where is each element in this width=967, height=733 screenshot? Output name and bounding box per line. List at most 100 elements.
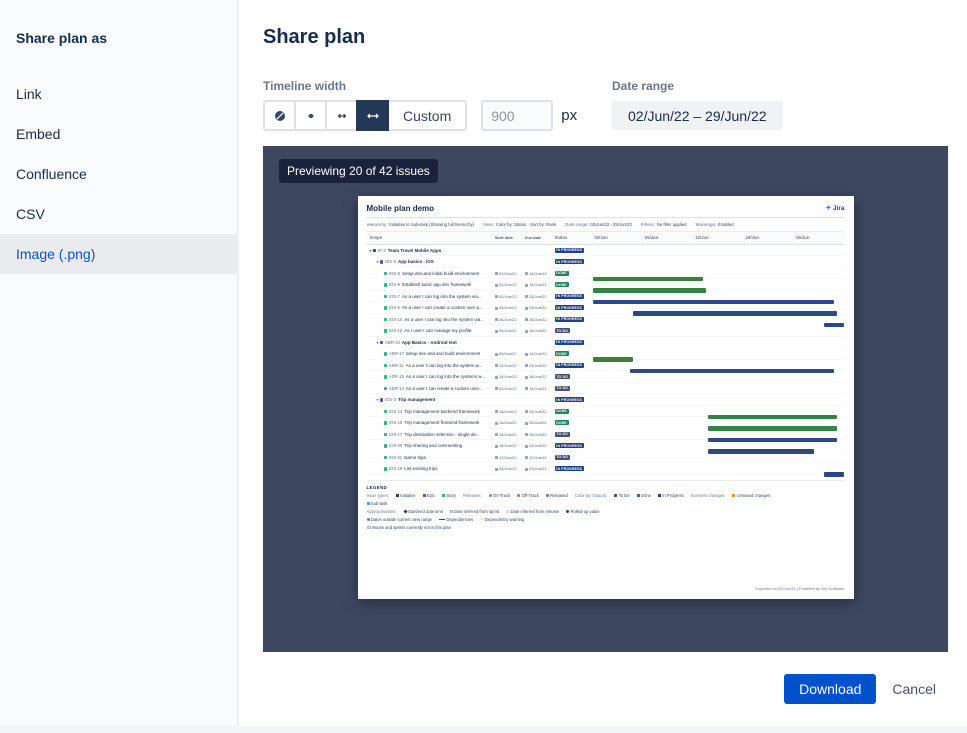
legend-dot-glyph bbox=[366, 517, 370, 521]
status-chip: DONE bbox=[554, 351, 569, 357]
legend-sq-glyph bbox=[732, 493, 736, 497]
expand-chevron-icon[interactable]: ▾ bbox=[376, 339, 379, 345]
legend-sq-glyph bbox=[636, 493, 640, 497]
row-status-cell: IN PROGRESS bbox=[554, 466, 593, 472]
date-range-button[interactable]: 02/Jun/22 – 29/Jun/22 bbox=[612, 101, 783, 130]
plan-row: ▾ IOS-6 App basics - iOS IN PROGRESS bbox=[367, 256, 845, 268]
legend-line: Dates outside current view range Dependen… bbox=[366, 516, 845, 522]
row-due-date: 26/Jun/22 bbox=[524, 432, 555, 437]
plan-row: IOS-20 Trip sharing and commenting 16/Jun/… bbox=[367, 440, 845, 454]
legend-item-text: Done bbox=[640, 492, 651, 498]
story-icon bbox=[383, 294, 387, 298]
expand-chevron-icon[interactable]: ▾ bbox=[376, 397, 379, 403]
row-start-date: 02/Jun/22 bbox=[494, 271, 525, 276]
issue-summary: As a user I can log into the system w... bbox=[405, 362, 483, 368]
plan-row: IOS-7 As a user I can log into the system… bbox=[367, 291, 845, 305]
gantt-bar bbox=[592, 276, 704, 282]
sidebar-item-embed[interactable]: Embed bbox=[16, 126, 61, 142]
row-start-date: 02/Jun/22 bbox=[494, 386, 525, 391]
row-status-cell: DONE bbox=[554, 270, 593, 276]
issue-summary: As I user I can manage my profile bbox=[404, 328, 472, 334]
date-icon bbox=[494, 364, 498, 368]
row-due-date: 28/Jun/22 bbox=[524, 317, 555, 322]
plan-timeline-headers: 02/Jun 05/Jun 12/Jun 19/Jun 26/Jun bbox=[592, 231, 845, 244]
date-icon bbox=[494, 375, 498, 379]
plan-row: ADR-14 As a user I can create a custom us… bbox=[367, 383, 845, 395]
plan-row: IOS-19 List existing trips 26/Jun/22 29/Jun… bbox=[367, 463, 845, 477]
plan-meta-item: View: Color by: Status · Sort by: Rank bbox=[483, 222, 556, 227]
legend-sq-glyph bbox=[614, 493, 618, 497]
timeline-width-off-button[interactable] bbox=[263, 100, 296, 131]
date-icon bbox=[494, 352, 498, 356]
row-due-date: 24/Jun/22 bbox=[524, 443, 555, 448]
row-start-date: 12/Jun/22 bbox=[494, 455, 525, 460]
download-button[interactable]: Download bbox=[784, 674, 877, 704]
status-chip: IN PROGRESS bbox=[554, 397, 584, 403]
epic-icon bbox=[379, 260, 384, 264]
timeline-width-narrow-button[interactable] bbox=[294, 100, 327, 131]
arrow-horizontal-medium-icon bbox=[337, 113, 346, 118]
gantt-bar bbox=[824, 322, 845, 328]
date-icon bbox=[494, 444, 498, 448]
expand-chevron-icon[interactable]: ▾ bbox=[376, 259, 379, 265]
timeline-width-wide-button[interactable] bbox=[356, 100, 389, 131]
date-icon bbox=[494, 329, 498, 333]
legend-line: Issue types: Initiative Epic Story Releases:… bbox=[367, 493, 845, 498]
width-input[interactable] bbox=[481, 100, 554, 131]
timeline-width-medium-button[interactable] bbox=[325, 100, 358, 131]
jira-logo: ✦ Jira bbox=[826, 205, 845, 212]
page-title: Share plan bbox=[263, 26, 366, 48]
timeline-width-presets: Custom bbox=[263, 100, 468, 131]
date-icon bbox=[494, 421, 498, 425]
issue-key: IOS-19 bbox=[389, 466, 403, 472]
row-start-date: 16/Jun/22 bbox=[494, 420, 525, 425]
legend-item-text: To Do bbox=[618, 492, 630, 498]
meta-label: Hierarchy: bbox=[366, 221, 388, 227]
row-status-cell: DONE bbox=[554, 408, 593, 414]
row-status-cell: DONE bbox=[554, 351, 593, 357]
story-icon bbox=[383, 329, 387, 333]
row-status-cell: IN PROGRESS bbox=[554, 362, 593, 368]
expand-chevron-icon[interactable]: ▾ bbox=[369, 247, 372, 253]
bottom-edge bbox=[0, 726, 967, 733]
sidebar-item-confluence[interactable]: Confluence bbox=[16, 166, 87, 182]
row-due-date: 24/Jun/22 bbox=[524, 294, 555, 299]
date-icon bbox=[524, 272, 528, 276]
sidebar-item-image-png[interactable]: Image (.png) bbox=[0, 234, 237, 274]
cancel-button[interactable]: Cancel bbox=[880, 674, 948, 704]
legend-item: Issues and sprints currently not in this… bbox=[366, 525, 451, 530]
plan-row: IOS-9 Establish basic app dev framework 02… bbox=[367, 279, 845, 293]
plan-row: ▾ IOS-3 Trip management IN PROGRESS bbox=[367, 394, 845, 406]
issue-summary: Trip destination selection - single de..… bbox=[404, 431, 480, 437]
column-scope: Scope bbox=[369, 235, 383, 240]
row-scope-cell: IOS-12 As I user I can manage my profile bbox=[367, 328, 495, 333]
meta-value: Color by: Status · Sort by: Rank bbox=[495, 221, 557, 227]
date-icon bbox=[524, 306, 528, 310]
jira-logo-text: Jira bbox=[832, 204, 845, 212]
gantt-bar bbox=[708, 449, 815, 454]
date-icon bbox=[524, 467, 528, 471]
plan-row: IOS-5 As a user I can create a custom use… bbox=[367, 302, 845, 316]
issue-key: IOS-9 bbox=[389, 282, 400, 288]
modal-footer: Download Cancel bbox=[263, 674, 948, 704]
legend-item-text: Date inferred from release bbox=[510, 508, 560, 514]
row-status-cell: IN PROGRESS bbox=[554, 259, 593, 265]
legend-item-text: Dependency warning bbox=[484, 516, 525, 522]
issue-key: IOS-14 bbox=[389, 408, 403, 414]
story-icon bbox=[383, 467, 387, 471]
row-start-date: 26/Jun/22 bbox=[494, 317, 525, 322]
row-start-date: 05/Jun/22 bbox=[494, 351, 525, 356]
plan-row: IOS-17 Trip destination selection - singl… bbox=[367, 429, 845, 443]
sidebar-item-link[interactable]: Link bbox=[16, 86, 42, 102]
row-status-cell: DONE bbox=[554, 282, 593, 288]
status-chip: DONE bbox=[554, 270, 569, 276]
issue-summary: Establish basic app dev framework bbox=[401, 282, 472, 288]
issue-key: IOS-18 bbox=[389, 420, 403, 426]
legend-item: Dependencies bbox=[439, 517, 473, 522]
custom-width-button[interactable]: Custom bbox=[387, 100, 468, 131]
sidebar-item-csv[interactable]: CSV bbox=[16, 206, 45, 222]
row-status-cell: IN PROGRESS bbox=[554, 339, 593, 345]
issue-key: IOS-5 bbox=[389, 305, 400, 311]
legend-group-label: Scenario changes: bbox=[690, 492, 726, 498]
issue-key: IOS-22 bbox=[389, 454, 403, 460]
